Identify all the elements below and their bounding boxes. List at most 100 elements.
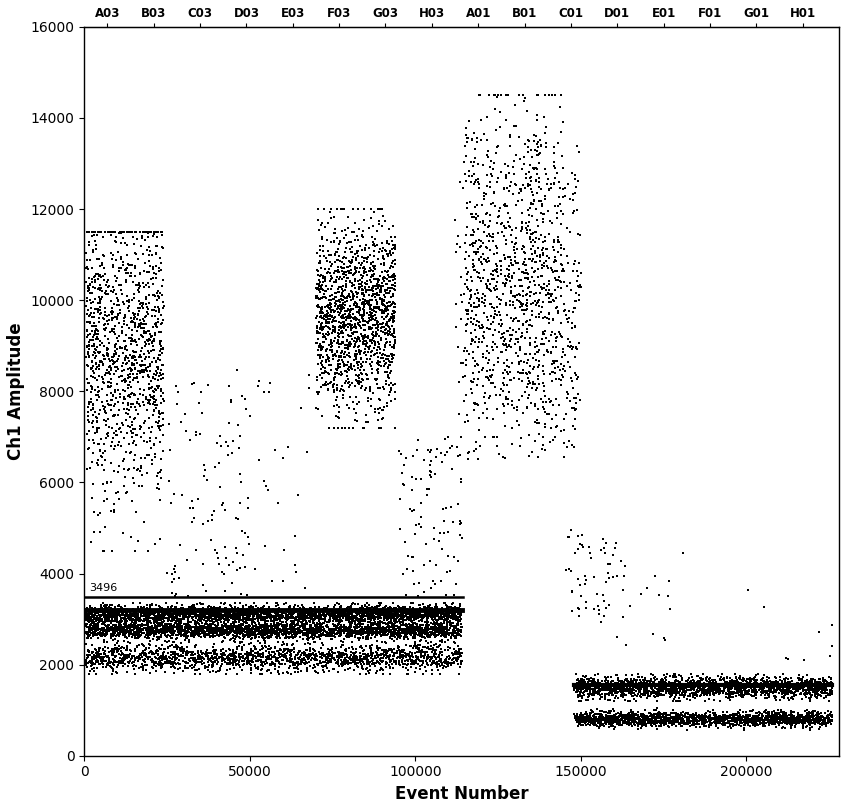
Point bbox=[367, 342, 381, 355]
Point bbox=[210, 610, 223, 623]
Point bbox=[747, 674, 761, 687]
Point bbox=[229, 626, 243, 639]
Point bbox=[272, 497, 285, 509]
Point bbox=[340, 657, 354, 670]
Point bbox=[520, 314, 534, 327]
Point bbox=[673, 710, 687, 723]
Point bbox=[644, 685, 657, 698]
Point bbox=[451, 650, 464, 663]
Point bbox=[168, 603, 182, 616]
Point bbox=[451, 616, 464, 629]
Point bbox=[519, 299, 533, 312]
Point bbox=[150, 239, 163, 252]
Point bbox=[306, 612, 320, 625]
Point bbox=[344, 357, 358, 370]
Point bbox=[167, 658, 180, 671]
Point bbox=[352, 608, 365, 620]
Point bbox=[780, 683, 794, 696]
Point bbox=[358, 609, 371, 622]
Point bbox=[146, 604, 160, 617]
Point bbox=[733, 715, 747, 728]
Point bbox=[541, 345, 555, 358]
Point bbox=[291, 610, 305, 623]
Point bbox=[453, 615, 466, 628]
Point bbox=[84, 607, 97, 620]
Point bbox=[481, 311, 494, 324]
Point bbox=[360, 369, 374, 382]
Point bbox=[718, 710, 732, 723]
Point bbox=[312, 646, 326, 659]
Point bbox=[586, 686, 600, 699]
Point bbox=[443, 621, 457, 634]
Point bbox=[345, 332, 359, 345]
Point bbox=[195, 650, 209, 663]
Point bbox=[344, 310, 358, 323]
Point bbox=[719, 688, 733, 701]
Point bbox=[314, 356, 327, 369]
Point bbox=[80, 325, 94, 338]
Point bbox=[322, 316, 336, 329]
Point bbox=[313, 604, 327, 617]
Point bbox=[129, 428, 143, 441]
Point bbox=[667, 676, 680, 689]
Point bbox=[365, 306, 379, 319]
Point bbox=[390, 646, 404, 659]
Point bbox=[113, 492, 126, 505]
Point bbox=[357, 346, 371, 359]
Point bbox=[374, 280, 387, 293]
Point bbox=[321, 309, 335, 322]
Point bbox=[781, 709, 794, 722]
Point bbox=[201, 651, 215, 664]
Point bbox=[609, 715, 623, 728]
Point bbox=[206, 608, 219, 620]
Point bbox=[109, 338, 123, 351]
Point bbox=[350, 608, 364, 621]
Point bbox=[228, 608, 242, 620]
Point bbox=[156, 289, 169, 302]
Point bbox=[519, 289, 532, 302]
Point bbox=[406, 658, 420, 671]
Point bbox=[115, 603, 129, 616]
Point bbox=[338, 624, 351, 637]
Point bbox=[601, 678, 614, 691]
Point bbox=[82, 607, 96, 620]
Point bbox=[435, 623, 448, 636]
Point bbox=[577, 680, 591, 693]
Point bbox=[319, 629, 332, 642]
Point bbox=[374, 616, 387, 629]
Point bbox=[155, 606, 168, 619]
Point bbox=[312, 256, 326, 269]
Point bbox=[162, 641, 175, 654]
Point bbox=[367, 602, 381, 615]
Point bbox=[330, 613, 343, 626]
Point bbox=[316, 292, 329, 305]
Point bbox=[447, 616, 460, 629]
Point bbox=[201, 612, 215, 625]
Point bbox=[387, 622, 400, 635]
Point bbox=[339, 629, 353, 642]
Point bbox=[310, 657, 324, 670]
Point bbox=[525, 305, 539, 318]
Point bbox=[410, 609, 424, 622]
Point bbox=[440, 602, 453, 615]
Point bbox=[698, 716, 711, 729]
Point bbox=[144, 634, 157, 647]
Point bbox=[393, 647, 407, 660]
Point bbox=[411, 620, 425, 633]
Point bbox=[356, 607, 370, 620]
Point bbox=[623, 715, 636, 728]
Point bbox=[201, 606, 215, 619]
Point bbox=[461, 131, 475, 144]
Point bbox=[212, 630, 226, 643]
Point bbox=[353, 335, 366, 347]
Point bbox=[611, 715, 624, 728]
Point bbox=[89, 242, 102, 255]
Point bbox=[516, 289, 530, 302]
Point bbox=[336, 656, 349, 669]
Point bbox=[750, 714, 764, 727]
Point bbox=[751, 677, 765, 690]
Point bbox=[547, 236, 561, 249]
Point bbox=[157, 608, 170, 620]
Point bbox=[303, 647, 316, 660]
Point bbox=[219, 602, 233, 615]
